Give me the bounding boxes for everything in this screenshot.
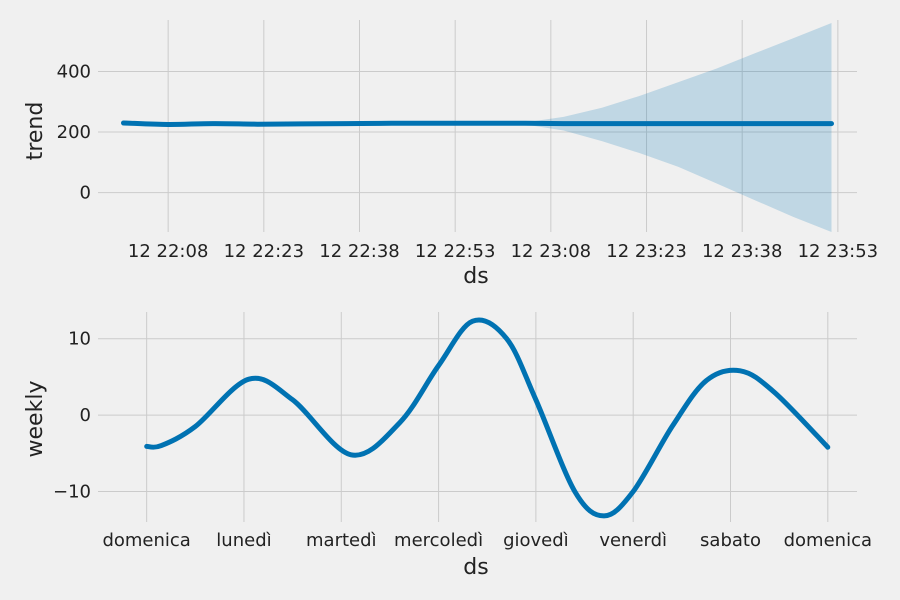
weekly-y-tick-label: 10 — [68, 329, 91, 350]
trend-line — [121, 120, 834, 128]
weekly-y-axis-label: weekly — [23, 381, 48, 458]
trend-x-axis-label: ds — [463, 264, 488, 289]
trend-x-tick-label: 12 22:08 — [128, 241, 209, 262]
trend-x-tick-label: 12 23:38 — [702, 241, 783, 262]
trend-x-tick-label: 12 23:53 — [798, 241, 879, 262]
weekly-x-tick-label: sabato — [700, 530, 761, 551]
weekly-x-tick-label: domenica — [784, 530, 872, 551]
weekly-x-tick-label: mercoledì — [394, 530, 483, 551]
weekly-x-tick-label: martedì — [306, 530, 377, 551]
trend-x-tick-label: 12 22:53 — [415, 241, 496, 262]
trend-y-axis-label: trend — [23, 102, 48, 161]
trend-x-tick-label: 12 22:38 — [319, 241, 400, 262]
trend-x-tick-label: 12 23:08 — [511, 241, 592, 262]
trend-x-tick-label: 12 22:23 — [224, 241, 305, 262]
weekly-x-axis-label: ds — [463, 555, 488, 580]
weekly-y-tick-label: −10 — [53, 481, 91, 502]
weekly-y-tick-label: 0 — [80, 405, 91, 426]
trend-uncertainty-band — [123, 23, 832, 232]
weekly-line — [144, 317, 831, 519]
weekly-x-tick-label: venerdì — [599, 530, 667, 551]
weekly-panel: domenica lunedì martedì mercoledì giovedì ven… — [23, 312, 872, 580]
weekly-x-tick-label: lunedì — [216, 530, 271, 551]
trend-y-tick-label: 0 — [80, 183, 91, 204]
trend-y-tick-label: 400 — [57, 61, 91, 82]
trend-x-tick-label: 12 23:23 — [606, 241, 687, 262]
trend-panel: 12 22:08 12 22:23 12 22:38 12 22:53 12 23:08… — [23, 20, 878, 289]
weekly-x-tick-label: giovedì — [503, 530, 569, 551]
weekly-x-tick-label: domenica — [102, 530, 190, 551]
trend-y-tick-label: 200 — [57, 122, 91, 143]
